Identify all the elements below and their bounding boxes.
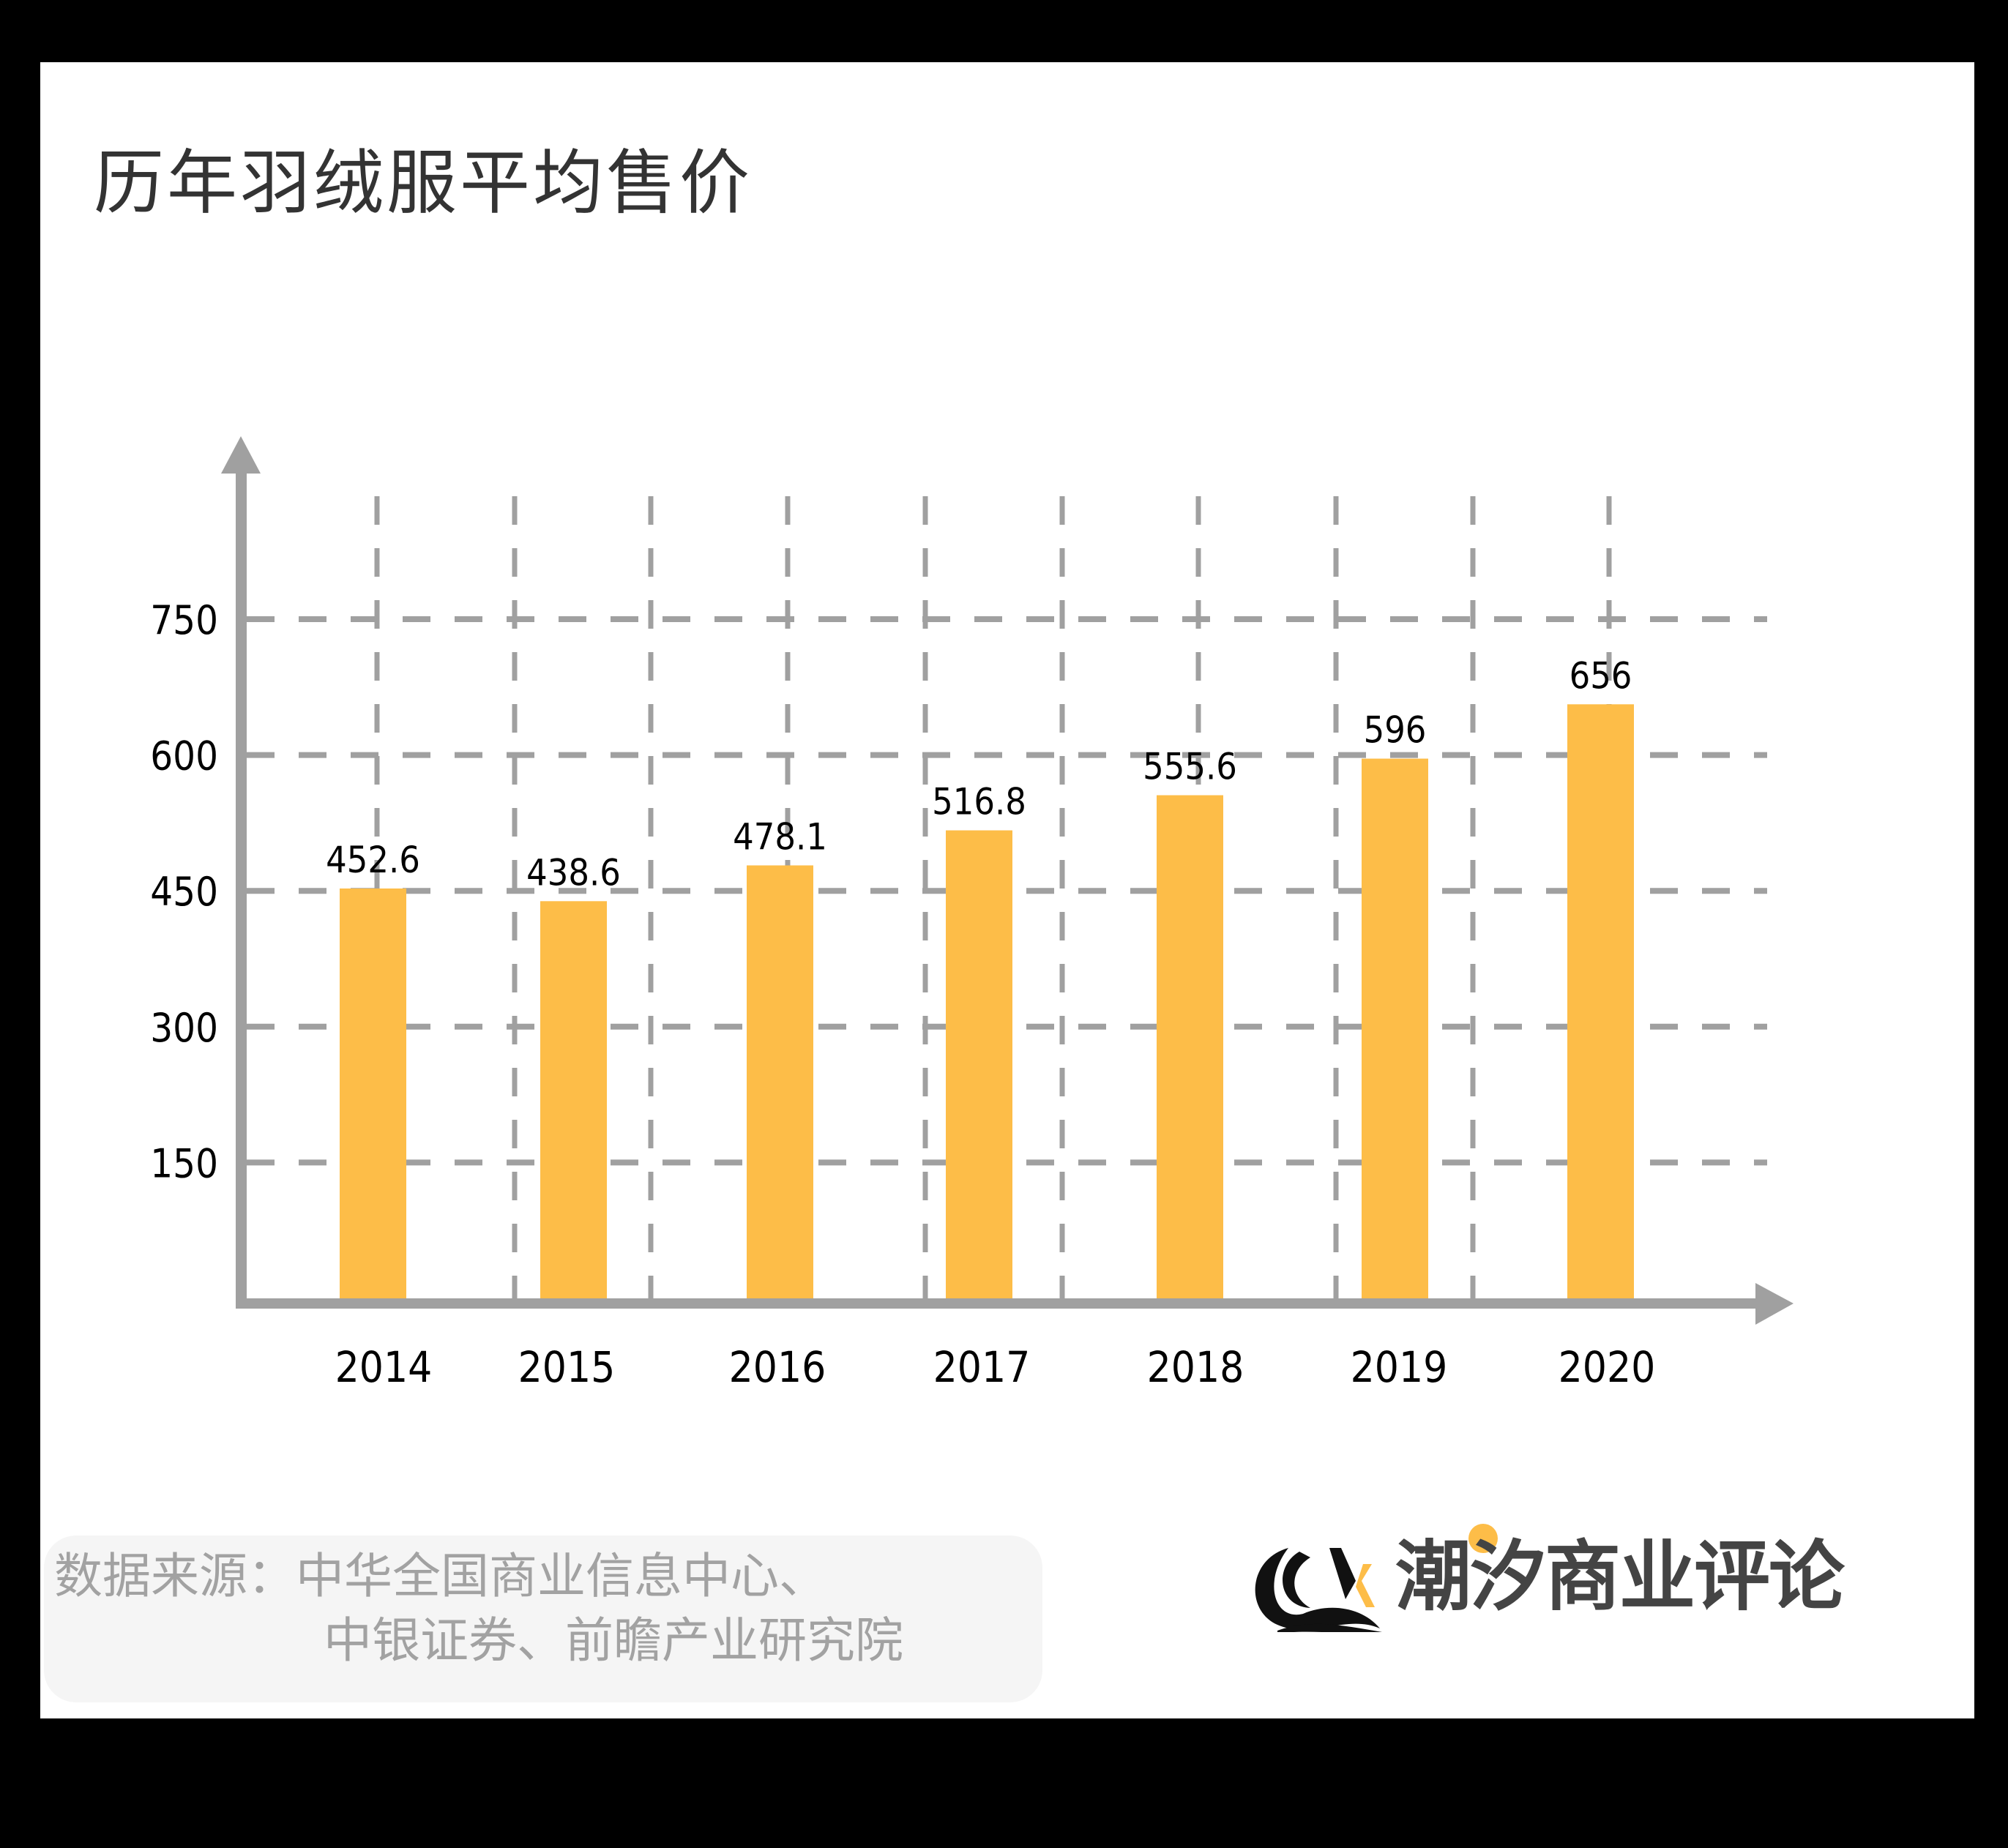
x-axis-arrow-icon bbox=[1755, 1283, 1794, 1325]
x-tick-label: 2015 bbox=[518, 1342, 616, 1392]
bars bbox=[340, 704, 1634, 1298]
brand-mark-icon bbox=[1255, 1548, 1382, 1632]
x-tick-label: 2018 bbox=[1147, 1342, 1244, 1392]
x-tick-labels: 2014 2015 2016 2017 2018 2019 2020 bbox=[335, 1342, 1656, 1392]
y-tick-label: 600 bbox=[150, 733, 218, 779]
bar-2016 bbox=[747, 865, 813, 1298]
source-note-line-1: 数据来源：中华全国商业信息中心、 bbox=[54, 1548, 827, 1604]
chart-title: 历年羽绒服平均售价 bbox=[94, 142, 753, 224]
y-tick-label: 300 bbox=[150, 1005, 218, 1051]
bar-2014 bbox=[340, 888, 406, 1298]
y-axis-arrow-icon bbox=[221, 436, 261, 474]
x-tick-label: 2017 bbox=[933, 1342, 1031, 1392]
y-tick-label: 450 bbox=[150, 869, 218, 915]
x-tick-label: 2020 bbox=[1559, 1342, 1656, 1392]
source-note-line-2: 中银证券、前瞻产业研究院 bbox=[324, 1612, 903, 1669]
brand-logo bbox=[1255, 1524, 1498, 1632]
horizontal-gridlines bbox=[247, 616, 1767, 1166]
x-tick-label: 2014 bbox=[335, 1342, 433, 1392]
x-axis-line bbox=[236, 1298, 1758, 1309]
value-label: 596 bbox=[1364, 709, 1427, 752]
bar-2017 bbox=[946, 830, 1012, 1298]
value-labels: 452.6 438.6 478.1 516.8 555.6 596 656 bbox=[326, 654, 1632, 894]
y-axis-line bbox=[236, 468, 247, 1309]
value-label: 438.6 bbox=[526, 851, 621, 894]
source-note-box bbox=[44, 1535, 1042, 1702]
axes bbox=[221, 436, 1794, 1325]
value-label: 478.1 bbox=[733, 815, 827, 858]
value-label: 555.6 bbox=[1143, 746, 1237, 788]
bar-2015 bbox=[540, 901, 607, 1298]
x-tick-label: 2019 bbox=[1351, 1342, 1448, 1392]
brand-sun-icon bbox=[1468, 1524, 1498, 1553]
brand-name: 潮汐商业评论 bbox=[1395, 1532, 1845, 1621]
y-tick-label: 150 bbox=[150, 1140, 218, 1186]
bar-2020 bbox=[1567, 704, 1634, 1298]
value-label: 516.8 bbox=[932, 781, 1026, 823]
bar-2018 bbox=[1157, 795, 1223, 1298]
value-label: 452.6 bbox=[326, 839, 420, 881]
y-tick-label: 750 bbox=[150, 597, 218, 643]
x-tick-label: 2016 bbox=[729, 1342, 826, 1392]
bar-2019 bbox=[1362, 758, 1428, 1298]
y-tick-labels: 150 300 450 600 750 bbox=[150, 597, 218, 1186]
value-label: 656 bbox=[1570, 654, 1632, 697]
